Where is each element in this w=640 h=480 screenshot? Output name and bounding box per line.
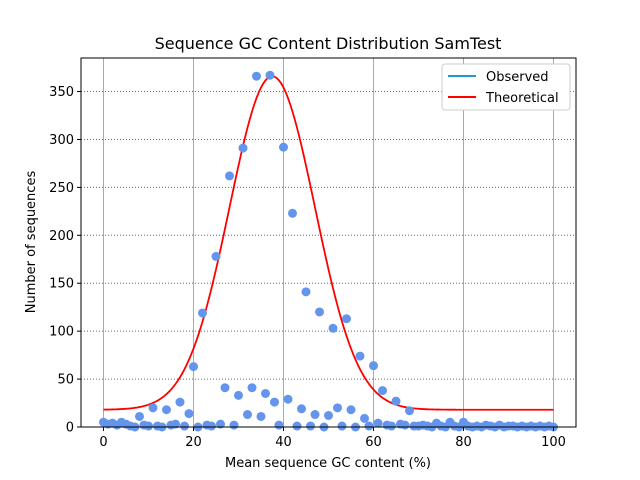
x-tick-label: 20 xyxy=(185,435,202,450)
observed-points-layer xyxy=(99,70,558,432)
observed-point xyxy=(270,397,279,407)
observed-point xyxy=(342,314,351,324)
observed-point xyxy=(373,418,383,428)
y-tick-label: 150 xyxy=(49,277,74,292)
observed-point xyxy=(265,70,275,80)
observed-point xyxy=(220,383,230,393)
x-tick-label: 60 xyxy=(365,435,382,450)
observed-point xyxy=(252,71,261,81)
observed-point xyxy=(283,394,293,404)
observed-point xyxy=(171,419,180,429)
y-axis-ticks: 0 50 100 150 200 250 300 350 xyxy=(49,85,81,436)
observed-point xyxy=(400,420,410,430)
chart-title: Sequence GC Content Distribution SamTest xyxy=(155,34,502,53)
observed-point xyxy=(207,421,216,431)
observed-point xyxy=(229,420,239,430)
y-tick-label: 0 xyxy=(66,421,74,436)
observed-point xyxy=(360,413,369,423)
observed-point xyxy=(238,143,248,153)
observed-point xyxy=(234,390,243,400)
observed-point xyxy=(288,208,297,218)
observed-point xyxy=(355,351,365,361)
grid xyxy=(81,58,576,427)
theoretical-curve-layer xyxy=(103,75,554,411)
observed-point xyxy=(292,421,302,431)
observed-point xyxy=(328,323,338,333)
x-tick-label: 0 xyxy=(99,435,107,450)
y-tick-label: 300 xyxy=(49,133,74,148)
observed-point xyxy=(184,409,194,419)
observed-point xyxy=(247,383,257,393)
legend-observed-label: Observed xyxy=(486,70,549,85)
observed-point xyxy=(274,420,284,430)
x-tick-label: 80 xyxy=(455,435,472,450)
observed-point xyxy=(315,307,324,317)
observed-point xyxy=(324,410,333,420)
observed-point xyxy=(333,403,342,413)
observed-point xyxy=(387,421,396,431)
observed-point xyxy=(301,287,311,297)
observed-point xyxy=(180,421,189,431)
y-tick-label: 100 xyxy=(49,325,74,340)
observed-point xyxy=(162,405,171,415)
x-tick-label: 40 xyxy=(275,435,292,450)
observed-point xyxy=(337,421,347,431)
observed-point xyxy=(261,388,270,398)
observed-point xyxy=(297,404,306,414)
observed-point xyxy=(148,403,158,413)
y-tick-label: 200 xyxy=(49,229,74,244)
observed-point xyxy=(364,421,374,431)
y-tick-label: 250 xyxy=(49,181,74,196)
observed-point xyxy=(189,362,198,372)
observed-point xyxy=(306,421,315,431)
legend-theoretical-label: Theoretical xyxy=(485,91,559,106)
observed-point xyxy=(378,386,387,396)
observed-point xyxy=(391,396,401,406)
observed-point xyxy=(216,419,225,429)
x-tick-label: 100 xyxy=(541,435,566,450)
observed-point xyxy=(135,411,144,421)
observed-point xyxy=(346,405,356,415)
observed-point xyxy=(144,421,153,431)
plot-area-frame xyxy=(80,57,577,428)
x-axis-label: Mean sequence GC content (%) xyxy=(225,456,431,471)
observed-point xyxy=(369,361,378,371)
observed-point xyxy=(310,410,320,420)
legend: Observed Theoretical xyxy=(441,63,571,111)
observed-point xyxy=(225,171,234,181)
theoretical-curve xyxy=(103,75,554,411)
observed-point xyxy=(405,406,414,416)
x-axis-ticks: 0 20 40 60 80 100 xyxy=(99,427,566,450)
observed-point xyxy=(243,410,252,420)
observed-point xyxy=(256,411,266,421)
observed-point xyxy=(211,251,221,261)
observed-point xyxy=(175,397,185,407)
y-tick-label: 350 xyxy=(49,85,74,100)
y-tick-label: 50 xyxy=(57,373,74,388)
observed-point xyxy=(198,308,207,318)
y-axis-label: Number of sequences xyxy=(24,171,39,314)
observed-point xyxy=(279,142,288,152)
